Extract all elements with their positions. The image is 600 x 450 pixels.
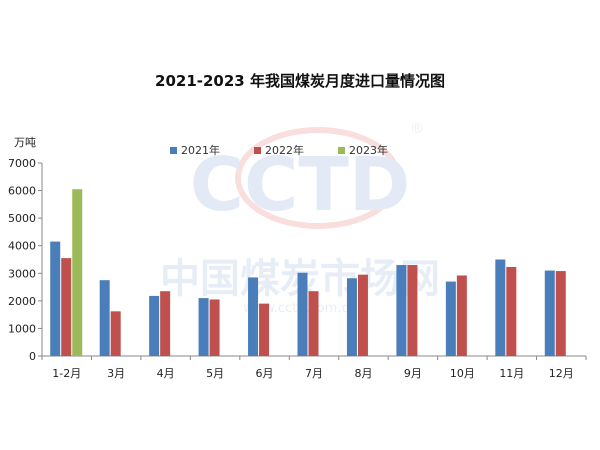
bar-2022年 xyxy=(110,311,121,356)
bar-2021年 xyxy=(495,259,506,356)
y-axis-unit: 万吨 xyxy=(14,136,36,149)
bar-2021年 xyxy=(198,298,209,356)
y-tick-label: 7000 xyxy=(8,157,36,170)
watermark-ring xyxy=(235,127,401,229)
x-tick-label: 9月 xyxy=(404,367,422,380)
bar-2021年 xyxy=(149,295,160,356)
y-tick-label: 3000 xyxy=(8,267,36,280)
x-tick-label: 6月 xyxy=(256,367,274,380)
bar-2021年 xyxy=(99,280,110,356)
bar-2022年 xyxy=(61,258,72,356)
bar-2022年 xyxy=(357,274,368,356)
y-tick-label: 2000 xyxy=(8,295,36,308)
x-tick-label: 10月 xyxy=(450,367,475,380)
x-tick-label: 8月 xyxy=(354,367,372,380)
legend-item: 2022年 xyxy=(254,142,304,158)
bar-2023年 xyxy=(72,189,83,356)
x-tick-label: 5月 xyxy=(206,367,224,380)
legend-item: 2021年 xyxy=(170,142,220,158)
legend-item: 2023年 xyxy=(338,142,388,158)
bar-2021年 xyxy=(445,281,456,356)
watermark-logo: CCTD xyxy=(190,142,411,228)
bar-2022年 xyxy=(308,291,319,356)
chart-title: 2021-2023 年我国煤炭月度进口量情况图 xyxy=(155,72,445,90)
x-tick-label: 12月 xyxy=(549,367,574,380)
bar-2022年 xyxy=(209,299,220,356)
x-tick-label: 1-2月 xyxy=(52,367,81,380)
legend-label: 2022年 xyxy=(265,144,304,157)
y-tick-label: 6000 xyxy=(8,185,36,198)
bar-2022年 xyxy=(160,291,171,356)
bars xyxy=(50,189,566,356)
bar-2021年 xyxy=(248,277,259,356)
watermark-registered-mark: ® xyxy=(410,121,424,137)
legend-label: 2021年 xyxy=(181,144,220,157)
legend: 2021年 2022年 2023年 xyxy=(170,142,388,158)
bar-2021年 xyxy=(544,270,555,356)
y-tick-label: 1000 xyxy=(8,322,36,335)
bar-2021年 xyxy=(297,272,308,356)
legend-label: 2023年 xyxy=(349,144,388,157)
bar-2022年 xyxy=(456,275,467,356)
legend-swatch xyxy=(338,146,345,154)
y-tick-label: 4000 xyxy=(8,240,36,253)
legend-swatch xyxy=(170,146,177,154)
bar-2022年 xyxy=(506,266,517,356)
x-tick-label: 11月 xyxy=(499,367,524,380)
x-tick-label: 7月 xyxy=(305,367,323,380)
legend-swatch xyxy=(254,146,261,154)
bar-2021年 xyxy=(396,265,407,356)
x-tick-label: 3月 xyxy=(107,367,125,380)
x-tick-label: 4月 xyxy=(157,367,175,380)
bar-2022年 xyxy=(259,303,270,356)
y-tick-label: 5000 xyxy=(8,212,36,225)
axes: 0 1000 2000 3000 4000 5000 6000 7000 1-2月 3月 4月 5月 6… xyxy=(8,157,587,380)
y-tick-label: 0 xyxy=(29,350,36,363)
bar-2022年 xyxy=(555,271,566,356)
bar-2022年 xyxy=(407,265,418,356)
bar-2021年 xyxy=(346,278,357,356)
bar-2021年 xyxy=(50,241,61,356)
